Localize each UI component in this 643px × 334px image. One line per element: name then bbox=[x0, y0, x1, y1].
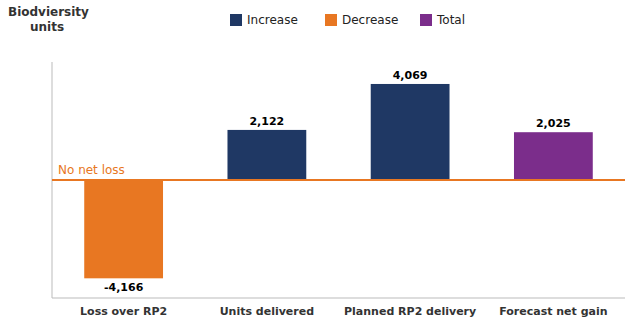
bar bbox=[371, 84, 450, 180]
x-tick-label: Planned RP2 delivery bbox=[344, 305, 476, 318]
data-label: 4,069 bbox=[393, 69, 428, 82]
bars bbox=[84, 84, 593, 278]
data-label: -4,166 bbox=[104, 281, 144, 294]
legend-label: Increase bbox=[247, 13, 298, 27]
data-label: 2,025 bbox=[536, 117, 571, 130]
legend-swatch bbox=[420, 14, 432, 26]
bar bbox=[514, 132, 593, 180]
x-tick-label: Loss over RP2 bbox=[80, 305, 167, 318]
bar bbox=[227, 130, 306, 180]
x-tick-label: Units delivered bbox=[220, 305, 314, 318]
chart-container: Biodviersityunits Increase Decrease Total No… bbox=[0, 0, 643, 334]
reference-line-label: No net loss bbox=[58, 163, 125, 177]
legend: Increase Decrease Total bbox=[230, 13, 465, 27]
legend-label: Total bbox=[436, 13, 465, 27]
bar bbox=[84, 180, 163, 278]
reference-line bbox=[52, 179, 625, 181]
data-label: 2,122 bbox=[249, 115, 284, 128]
legend-label: Decrease bbox=[342, 13, 398, 27]
legend-swatch bbox=[325, 14, 337, 26]
legend-swatch bbox=[230, 14, 242, 26]
x-axis bbox=[52, 298, 625, 299]
y-axis-label: Biodviersity bbox=[8, 5, 89, 19]
y-axis-label: units bbox=[30, 20, 64, 34]
x-tick-label: Forecast net gain bbox=[499, 305, 607, 318]
chart: Biodviersityunits Increase Decrease Total No… bbox=[0, 0, 643, 334]
